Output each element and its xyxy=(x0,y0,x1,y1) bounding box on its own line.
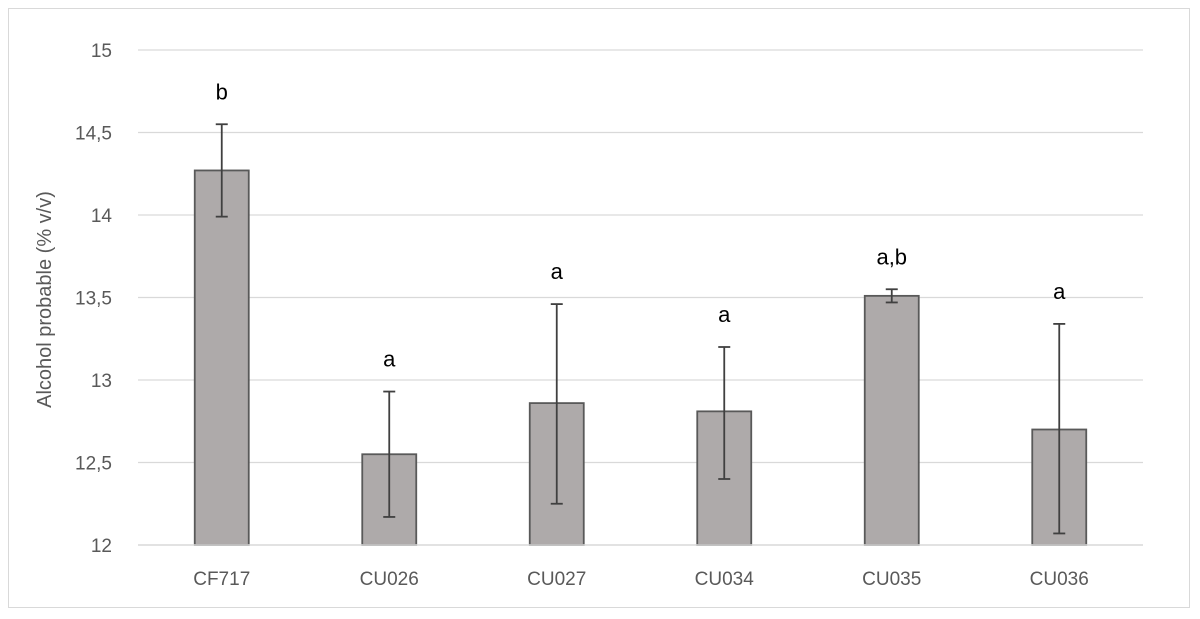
y-tick-label: 14,5 xyxy=(75,124,112,145)
y-tick-label: 15 xyxy=(91,41,112,62)
significance-label: a xyxy=(718,302,731,327)
x-tick-label: CU034 xyxy=(695,569,755,590)
y-tick-label: 14 xyxy=(91,206,113,227)
bars xyxy=(193,169,1088,546)
x-tick-label: CU027 xyxy=(527,569,586,590)
y-tick-label: 13 xyxy=(91,371,112,392)
significance-label: a xyxy=(1053,279,1066,304)
y-tick-label: 13,5 xyxy=(75,289,112,310)
bar xyxy=(863,294,920,546)
gridlines xyxy=(138,49,1143,464)
y-axis-title: Alcohol probable (% v/v) xyxy=(34,191,56,408)
significance-label: b xyxy=(216,79,228,104)
x-axis-ticks: CF717 CU026 CU027 CU034 CU035 CU036 xyxy=(193,569,1089,590)
error-bars xyxy=(215,123,1066,535)
significance-label: a xyxy=(383,347,396,372)
x-tick-label: CU026 xyxy=(360,569,419,590)
significance-label: a xyxy=(551,259,564,284)
y-tick-label: 12 xyxy=(91,536,112,557)
significance-labels: b a a a a,b a xyxy=(216,79,1067,371)
x-tick-label: CU035 xyxy=(862,569,921,590)
x-tick-label: CU036 xyxy=(1030,569,1089,590)
y-axis-ticks: 12 12,5 13 13,5 14 14,5 15 xyxy=(75,41,112,557)
y-tick-label: 12,5 xyxy=(75,454,112,475)
significance-label: a,b xyxy=(876,244,907,269)
x-tick-label: CF717 xyxy=(193,569,250,590)
bar xyxy=(193,169,250,546)
